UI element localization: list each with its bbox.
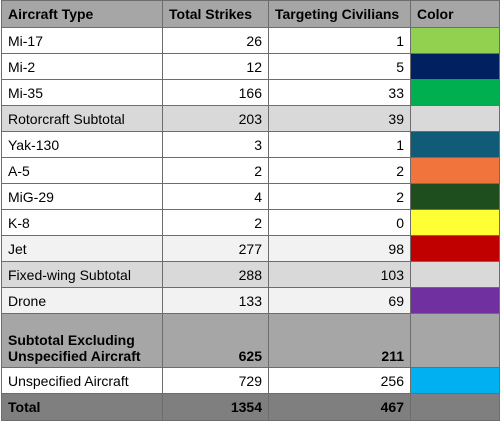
cell-targeting-civilians: 103	[268, 261, 411, 288]
cell-aircraft-type: Yak-130	[1, 131, 163, 158]
color-swatch	[410, 27, 500, 54]
cell-total-strikes: 4	[162, 183, 269, 210]
color-swatch	[410, 157, 500, 184]
header-color: Color	[410, 0, 500, 28]
cell-targeting-civilians: 2	[268, 157, 411, 184]
table-row: A-5 2 2	[1, 157, 500, 184]
table-row: Drone 133 69	[1, 287, 500, 314]
cell-aircraft-type: Mi-35	[1, 79, 163, 106]
cell-targeting-civilians: 211	[268, 313, 411, 368]
cell-targeting-civilians: 1	[268, 131, 411, 158]
cell-aircraft-type: Rotorcraft Subtotal	[1, 105, 163, 132]
cell-total-strikes: 3	[162, 131, 269, 158]
cell-aircraft-type: A-5	[1, 157, 163, 184]
cell-total-strikes: 625	[162, 313, 269, 368]
table-row: Jet 277 98	[1, 235, 500, 262]
color-swatch	[410, 105, 500, 132]
cell-total-strikes: 12	[162, 53, 269, 80]
cell-total-strikes: 729	[162, 367, 269, 394]
table-row: Mi-17 26 1	[1, 27, 500, 54]
color-swatch	[410, 313, 500, 368]
color-swatch	[410, 53, 500, 80]
table-row: Total 1354 467	[1, 393, 500, 421]
color-swatch	[410, 79, 500, 106]
cell-aircraft-type: Total	[1, 393, 163, 421]
cell-aircraft-type: Drone	[1, 287, 163, 314]
color-swatch	[410, 183, 500, 210]
cell-targeting-civilians: 1	[268, 27, 411, 54]
cell-targeting-civilians: 39	[268, 105, 411, 132]
cell-aircraft-type: Unspecified Aircraft	[1, 367, 163, 394]
header-row: Aircraft Type Total Strikes Targeting Ci…	[1, 0, 500, 28]
header-aircraft-type: Aircraft Type	[1, 0, 163, 28]
cell-targeting-civilians: 33	[268, 79, 411, 106]
table-row: Yak-130 3 1	[1, 131, 500, 158]
table-body: Mi-17 26 1 Mi-2 12 5 Mi-35 166 33 Rotorcraft Subt…	[1, 27, 500, 421]
cell-aircraft-type: K-8	[1, 209, 163, 236]
cell-targeting-civilians: 2	[268, 183, 411, 210]
table-row: Mi-2 12 5	[1, 53, 500, 80]
cell-aircraft-type: Mi-17	[1, 27, 163, 54]
table-row: K-8 2 0	[1, 209, 500, 236]
table-row: Fixed-wing Subtotal 288 103	[1, 261, 500, 288]
table-row: MiG-29 4 2	[1, 183, 500, 210]
color-swatch	[410, 131, 500, 158]
color-swatch	[410, 367, 500, 394]
header-targeting-civilians: Targeting Civilians	[268, 0, 411, 28]
cell-total-strikes: 277	[162, 235, 269, 262]
cell-total-strikes: 288	[162, 261, 269, 288]
cell-targeting-civilians: 69	[268, 287, 411, 314]
cell-total-strikes: 26	[162, 27, 269, 54]
color-swatch	[410, 261, 500, 288]
cell-targeting-civilians: 0	[268, 209, 411, 236]
cell-total-strikes: 203	[162, 105, 269, 132]
color-swatch	[410, 235, 500, 262]
cell-targeting-civilians: 98	[268, 235, 411, 262]
table-row: Rotorcraft Subtotal 203 39	[1, 105, 500, 132]
cell-aircraft-type: Jet	[1, 235, 163, 262]
color-swatch	[410, 209, 500, 236]
cell-total-strikes: 166	[162, 79, 269, 106]
color-swatch	[410, 393, 500, 421]
cell-aircraft-type: Mi-2	[1, 53, 163, 80]
cell-aircraft-type: MiG-29	[1, 183, 163, 210]
table-row: Unspecified Aircraft 729 256	[1, 367, 500, 394]
cell-targeting-civilians: 5	[268, 53, 411, 80]
color-swatch	[410, 287, 500, 314]
table-row: Subtotal Excluding Unspecified Aircraft 6…	[1, 313, 500, 368]
cell-targeting-civilians: 256	[268, 367, 411, 394]
table-row: Mi-35 166 33	[1, 79, 500, 106]
cell-total-strikes: 2	[162, 209, 269, 236]
cell-aircraft-type: Fixed-wing Subtotal	[1, 261, 163, 288]
cell-aircraft-type: Subtotal Excluding Unspecified Aircraft	[1, 313, 163, 368]
header-total-strikes: Total Strikes	[162, 0, 269, 28]
cell-targeting-civilians: 467	[268, 393, 411, 421]
cell-total-strikes: 1354	[162, 393, 269, 421]
cell-total-strikes: 2	[162, 157, 269, 184]
cell-total-strikes: 133	[162, 287, 269, 314]
